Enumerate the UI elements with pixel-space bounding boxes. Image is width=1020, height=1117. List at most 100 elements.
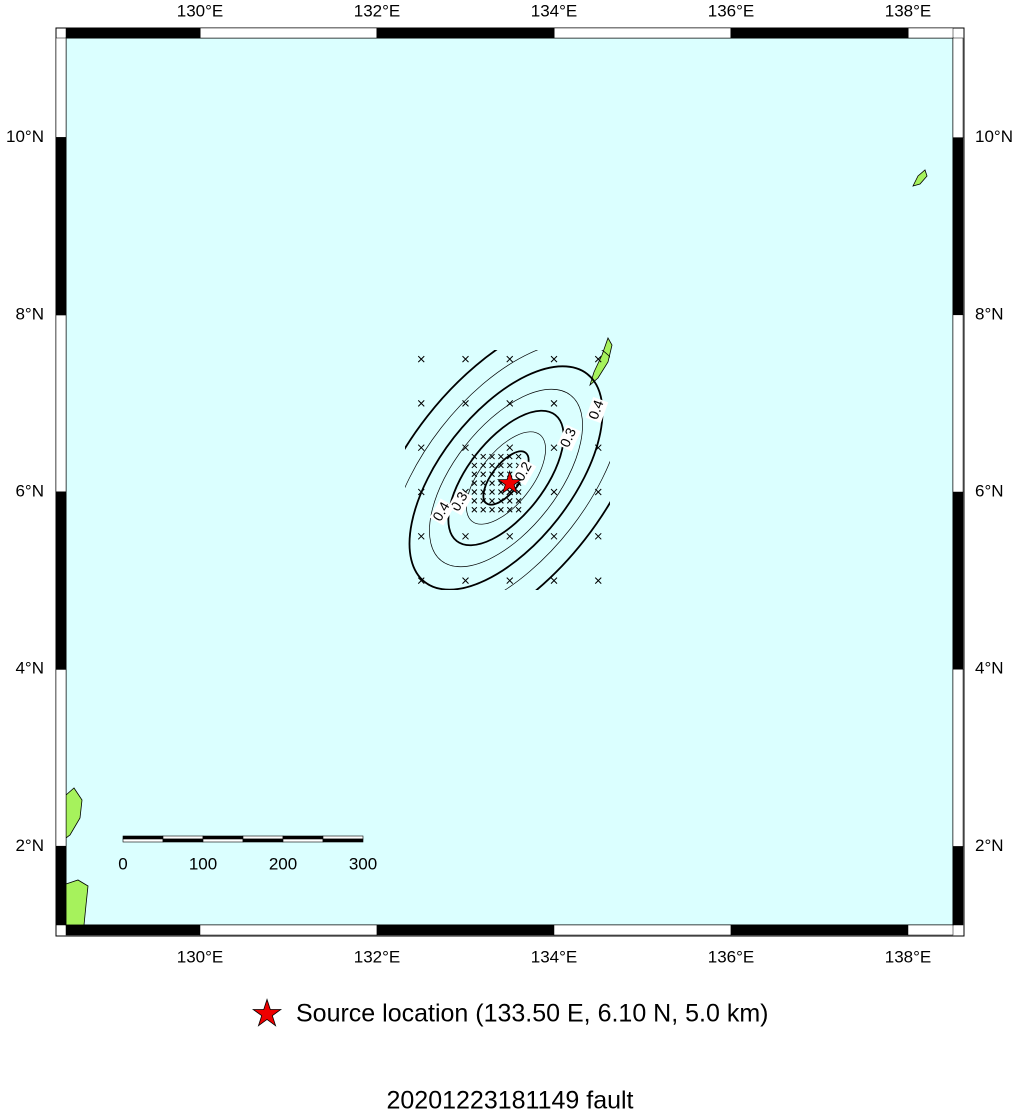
frame-band (952, 37, 964, 138)
frame-band (55, 37, 67, 138)
scale-segment (122, 838, 164, 843)
lon-tick-label: 134°E (531, 947, 578, 966)
lat-tick-label: 4°N (15, 659, 44, 678)
grid-point (594, 532, 602, 540)
lat-tick-label: 6°N (15, 481, 44, 500)
frame-band (65, 924, 201, 936)
lat-tick-label: 4°N (975, 659, 1004, 678)
scale-segment (242, 838, 284, 843)
grid-point (462, 577, 469, 584)
lat-tick-label: 10°N (6, 127, 44, 146)
contour-label: 0.4 (585, 397, 607, 421)
frame-band (199, 924, 378, 936)
grid-point (506, 577, 514, 584)
contour (466, 431, 546, 525)
grid-point (550, 577, 558, 584)
grid-point (550, 488, 558, 496)
grid-point (417, 577, 425, 584)
grid-point (417, 355, 425, 363)
land-mass (65, 879, 89, 926)
frame-band (55, 137, 67, 316)
ocean (65, 37, 954, 926)
lon-tick-label: 134°E (531, 1, 578, 20)
grid-point (462, 400, 469, 407)
grid-point (489, 506, 495, 513)
grid-point (471, 471, 478, 478)
scale-segment (282, 835, 324, 840)
grid-point (489, 462, 495, 469)
frame-band (952, 846, 964, 926)
lat-tick-label: 10°N (975, 127, 1013, 146)
frame-band (55, 314, 67, 493)
grid-point (506, 444, 514, 452)
scale-label: 300 (349, 854, 377, 873)
grid-point (480, 498, 487, 504)
grid-point (506, 453, 513, 460)
grid-point (506, 498, 513, 504)
frame-band (553, 27, 732, 39)
scale-segment (162, 835, 204, 840)
contour-label-bg (557, 424, 581, 452)
grid-point (515, 506, 522, 513)
grid-point (498, 462, 504, 469)
frame-band (376, 27, 555, 39)
grid-point (480, 462, 487, 469)
grid-point (594, 488, 602, 496)
grid-point (550, 444, 558, 452)
frame-band (199, 27, 378, 39)
grid-point (515, 498, 522, 504)
frame-band (952, 314, 964, 493)
scale-segment (202, 835, 244, 840)
frame-band (907, 924, 954, 936)
grid-point (594, 355, 602, 363)
contour-label-bg (511, 458, 537, 486)
grid-point (489, 453, 495, 460)
scale-segment (122, 835, 164, 840)
map-title: 20201223181149 fault (387, 1087, 634, 1112)
grid-point (594, 577, 602, 584)
grid-point (462, 444, 469, 452)
lon-tick-label: 130°E (177, 1, 224, 20)
legend-symbol: ★ (251, 993, 283, 1034)
scale-label: 100 (189, 854, 217, 873)
lon-tick-label: 132°E (354, 947, 401, 966)
scale-segment (162, 838, 204, 843)
contour (482, 450, 530, 506)
grid-point (498, 453, 504, 460)
grid-point (506, 462, 513, 469)
grid-point (550, 532, 558, 540)
contour (405, 350, 610, 590)
contour-label-bg (585, 396, 609, 424)
grid-point (550, 400, 558, 407)
grid-point (471, 506, 478, 513)
source-star: ★ (496, 467, 523, 500)
frame-band (55, 491, 67, 670)
scale-label: 200 (269, 854, 297, 873)
grid-point (506, 400, 514, 407)
lon-tick-label: 130°E (177, 947, 224, 966)
grid-point (506, 489, 513, 495)
frame-band (952, 668, 964, 847)
grid-point (462, 355, 469, 363)
frame-band (730, 924, 909, 936)
frame-band (730, 27, 909, 39)
grid-point (480, 480, 487, 486)
lon-tick-label: 138°E (885, 1, 932, 20)
frame-band (376, 924, 555, 936)
grid-point (471, 480, 478, 486)
grid-point (417, 532, 425, 540)
grid-point (594, 444, 602, 452)
lat-tick-label: 8°N (975, 304, 1004, 323)
frame-band (55, 846, 67, 926)
lon-tick-label: 132°E (354, 1, 401, 20)
scale-segment (322, 838, 364, 843)
grid-point (471, 453, 478, 460)
grid-point (417, 444, 425, 452)
lat-tick-label: 6°N (975, 481, 1004, 500)
grid-point (550, 355, 558, 363)
grid-point (417, 400, 425, 407)
grid-point (489, 498, 495, 504)
contour-label-bg (447, 488, 473, 516)
